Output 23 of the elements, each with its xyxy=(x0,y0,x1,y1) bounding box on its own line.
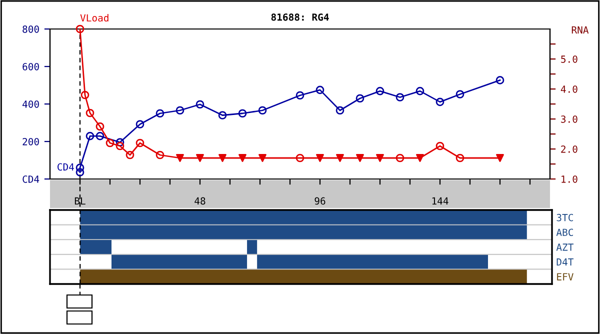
x-tick-label: 48 xyxy=(194,197,206,205)
y-tick-label: 800 xyxy=(22,26,39,33)
y-tick-label: CD4 xyxy=(22,176,40,183)
y2-tick-label: 5.0 xyxy=(561,56,578,63)
series-label: CD4 xyxy=(58,163,74,171)
x-tick-label: BL xyxy=(74,197,86,204)
y-tick-label: D4T xyxy=(556,258,574,266)
y-tick-label: AZT xyxy=(556,244,574,251)
series-label: VLoad xyxy=(80,14,108,22)
y2-tick-label: 3.0 xyxy=(561,116,578,123)
y-tick-label: 3TC xyxy=(556,214,573,222)
y2-tick-label: 4.0 xyxy=(560,86,578,93)
y2-tick-label: 1.0 xyxy=(562,176,578,183)
y-tick-label: 400 xyxy=(22,100,39,108)
y2-axis-title: RNA xyxy=(572,26,589,34)
y-tick-label: ABC xyxy=(556,228,573,236)
x-tick-label: 144 xyxy=(432,197,448,204)
y-tick-label: 200 xyxy=(22,138,39,146)
y2-tick-label: 2.0 xyxy=(561,146,578,153)
x-tick-label: 96 xyxy=(314,197,326,205)
y-tick-label: 600 xyxy=(22,63,39,70)
chart-title: 81688: RG4 xyxy=(271,13,329,21)
y-tick-label: EFV xyxy=(557,273,574,280)
